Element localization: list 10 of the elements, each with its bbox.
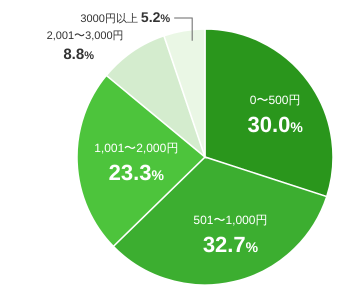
data-label: 32.7% [202, 232, 259, 257]
data-label: 23.3% [108, 160, 164, 186]
data-label: 8.8% [63, 46, 94, 63]
slice-label: 3000円以上 [80, 12, 141, 25]
data-label: 30.0% [247, 112, 304, 137]
slice-label: 1,001〜2,000円 [94, 141, 178, 156]
slice-label: 2,001〜3,000円 [46, 30, 124, 42]
slice-label: 501〜1,000円 [193, 212, 268, 227]
slice-label: 0〜500円 [250, 92, 300, 107]
data-label: 5.2% [140, 9, 170, 25]
